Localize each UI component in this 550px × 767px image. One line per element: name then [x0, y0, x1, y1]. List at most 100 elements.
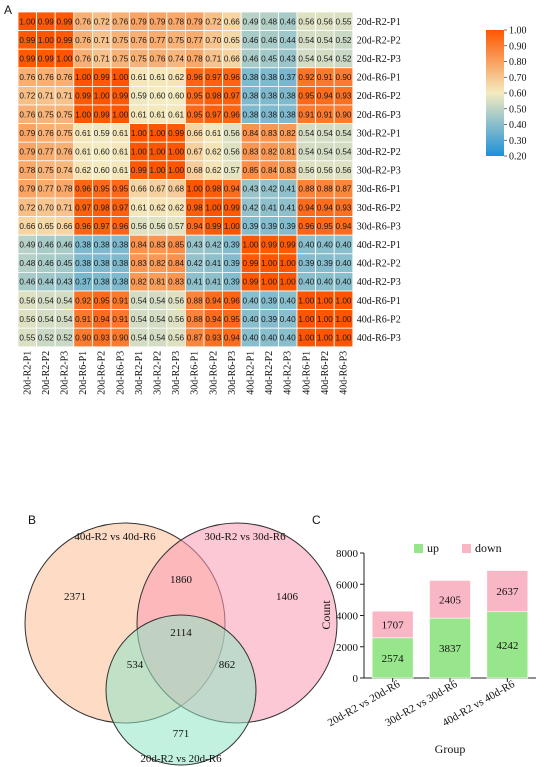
bar-segment-down	[486, 570, 529, 613]
heatmap-cell-label: 0.40	[280, 334, 296, 343]
bar-segment-up	[486, 611, 529, 679]
heatmap-cell-label: 0.94	[205, 315, 221, 324]
heatmap-cell-label: 0.76	[38, 73, 54, 82]
heatmap-cell-label: 0.83	[280, 166, 296, 175]
heatmap-cell-label: 0.41	[261, 203, 277, 212]
heatmap-cell-label: 0.82	[150, 259, 166, 268]
heatmap-cell-label: 0.39	[298, 259, 314, 268]
heatmap-cell-label: 0.41	[187, 278, 203, 287]
heatmap-cell-label: 0.74	[168, 55, 184, 64]
heatmap-cell-label: 0.54	[317, 55, 333, 64]
heatmap-cell-label: 0.78	[187, 55, 203, 64]
heatmap-cell-label: 1.00	[298, 296, 314, 305]
heatmap-cell-label: 0.46	[38, 241, 54, 250]
heatmap-cell-label: 0.93	[336, 92, 352, 101]
heatmap-cell-label: 0.54	[317, 36, 333, 45]
heatmap-cell-label: 0.40	[280, 296, 296, 305]
heatmap-cell-label: 0.75	[168, 36, 184, 45]
heatmap-cell-label: 0.95	[224, 315, 240, 324]
heatmap-cell-label: 0.54	[150, 334, 166, 343]
heatmap-cell-label: 0.39	[261, 222, 277, 231]
heatmap-cell-label: 0.76	[75, 17, 91, 26]
heatmap-cell-label: 0.98	[205, 92, 221, 101]
heatmap-cell-label: 0.61	[75, 148, 91, 157]
heatmap-cell-label: 0.40	[317, 241, 333, 250]
heatmap-cell-label: 0.46	[261, 36, 277, 45]
heatmap-cell-label: 0.82	[280, 129, 296, 138]
heatmap-cell-label: 0.43	[187, 241, 203, 250]
heatmap-cell	[333, 327, 354, 348]
heatmap-cell-label: 0.97	[94, 222, 110, 231]
heatmap-cell-label: 1.00	[280, 278, 296, 287]
heatmap-cell-label: 0.79	[19, 185, 35, 194]
venn-region-count: 2371	[64, 591, 86, 603]
heatmap-cell-label: 0.59	[131, 92, 147, 101]
heatmap-cell-label: 0.56	[168, 334, 184, 343]
heatmap-cell-label: 0.75	[57, 110, 73, 119]
heatmap-cell-label: 0.76	[57, 73, 73, 82]
heatmap-cell-label: 0.49	[243, 17, 259, 26]
heatmap-cell-label: 0.49	[19, 241, 35, 250]
heatmap-cell-label: 0.55	[336, 17, 352, 26]
heatmap-cell-label: 0.41	[205, 259, 221, 268]
heatmap-cell-label: 0.38	[112, 259, 128, 268]
heatmap-cell-label: 0.66	[57, 222, 73, 231]
heatmap-column-label: 30d-R2-P1	[134, 351, 145, 395]
heatmap-cell-label: 0.71	[38, 92, 54, 101]
heatmap-cell-label: 0.56	[131, 222, 147, 231]
heatmap-cell-label: 0.61	[205, 129, 221, 138]
heatmap-cell-label: 0.40	[261, 334, 277, 343]
heatmap-cell-label: 0.78	[19, 166, 35, 175]
heatmap-cell-label: 0.54	[38, 315, 54, 324]
bar-value-label: 2574	[382, 653, 405, 665]
heatmap-cell-label: 0.44	[280, 36, 296, 45]
y-tick-label: 6000	[336, 579, 359, 591]
heatmap-cell-label: 0.99	[112, 92, 128, 101]
heatmap-cell-label: 0.60	[94, 148, 110, 157]
heatmap-cell-label: 0.75	[112, 55, 128, 64]
heatmap-cell-label: 0.56	[298, 17, 314, 26]
heatmap-cell-label: 0.76	[57, 148, 73, 157]
colorbar-bar	[486, 30, 504, 156]
heatmap-row-label: 30d-R2-P3	[357, 166, 401, 177]
venn-circle	[105, 614, 257, 766]
heatmap-cell-label: 0.98	[205, 185, 221, 194]
y-tick-label: 4000	[336, 611, 359, 623]
heatmap-cell-label: 0.40	[280, 315, 296, 324]
heatmap-cell-label: 0.46	[243, 55, 259, 64]
heatmap-cell-label: 1.00	[168, 148, 184, 157]
heatmap-cell-label: 0.38	[243, 92, 259, 101]
heatmap-cell-label: 0.39	[261, 296, 277, 305]
heatmap-cell-label: 0.60	[94, 166, 110, 175]
heatmap-cell-label: 0.61	[131, 110, 147, 119]
heatmap-cell-label: 0.39	[280, 222, 296, 231]
heatmap-cell-label: 0.56	[224, 148, 240, 157]
venn-region-count: 2114	[170, 627, 192, 639]
bar-value-label: 3837	[439, 643, 462, 655]
heatmap-cell-label: 0.72	[94, 17, 110, 26]
heatmap-cell-label: 0.54	[298, 148, 314, 157]
heatmap-cell-label: 0.77	[38, 148, 54, 157]
heatmap-cell-label: 0.41	[205, 278, 221, 287]
heatmap-column-label: 20d-R6-P1	[78, 351, 89, 395]
heatmap-cell-label: 0.39	[224, 259, 240, 268]
heatmap-cell-label: 0.62	[75, 166, 91, 175]
heatmap-cell-label: 0.38	[112, 241, 128, 250]
heatmap-cell-label: 0.78	[168, 17, 184, 26]
y-tick-label: 0	[353, 673, 359, 685]
heatmap-cell-label: 0.56	[168, 315, 184, 324]
heatmap-cell-label: 1.00	[168, 166, 184, 175]
heatmap-cell-label: 1.00	[336, 334, 352, 343]
heatmap-cell-label: 0.54	[336, 148, 352, 157]
heatmap-cell-label: 0.94	[317, 92, 333, 101]
heatmap-cell-label: 0.54	[317, 148, 333, 157]
heatmap-cell-label: 0.61	[150, 110, 166, 119]
heatmap-cell-label: 0.92	[75, 296, 91, 305]
venn-region-count: 862	[219, 659, 236, 671]
heatmap-cell-label: 0.54	[150, 296, 166, 305]
y-tick-label: 8000	[336, 548, 359, 560]
heatmap-row-label: 30d-R2-P2	[357, 147, 401, 158]
venn-region-count: 534	[127, 659, 144, 671]
heatmap-cell-label: 0.95	[298, 92, 314, 101]
heatmap-cell-label: 0.81	[150, 278, 166, 287]
